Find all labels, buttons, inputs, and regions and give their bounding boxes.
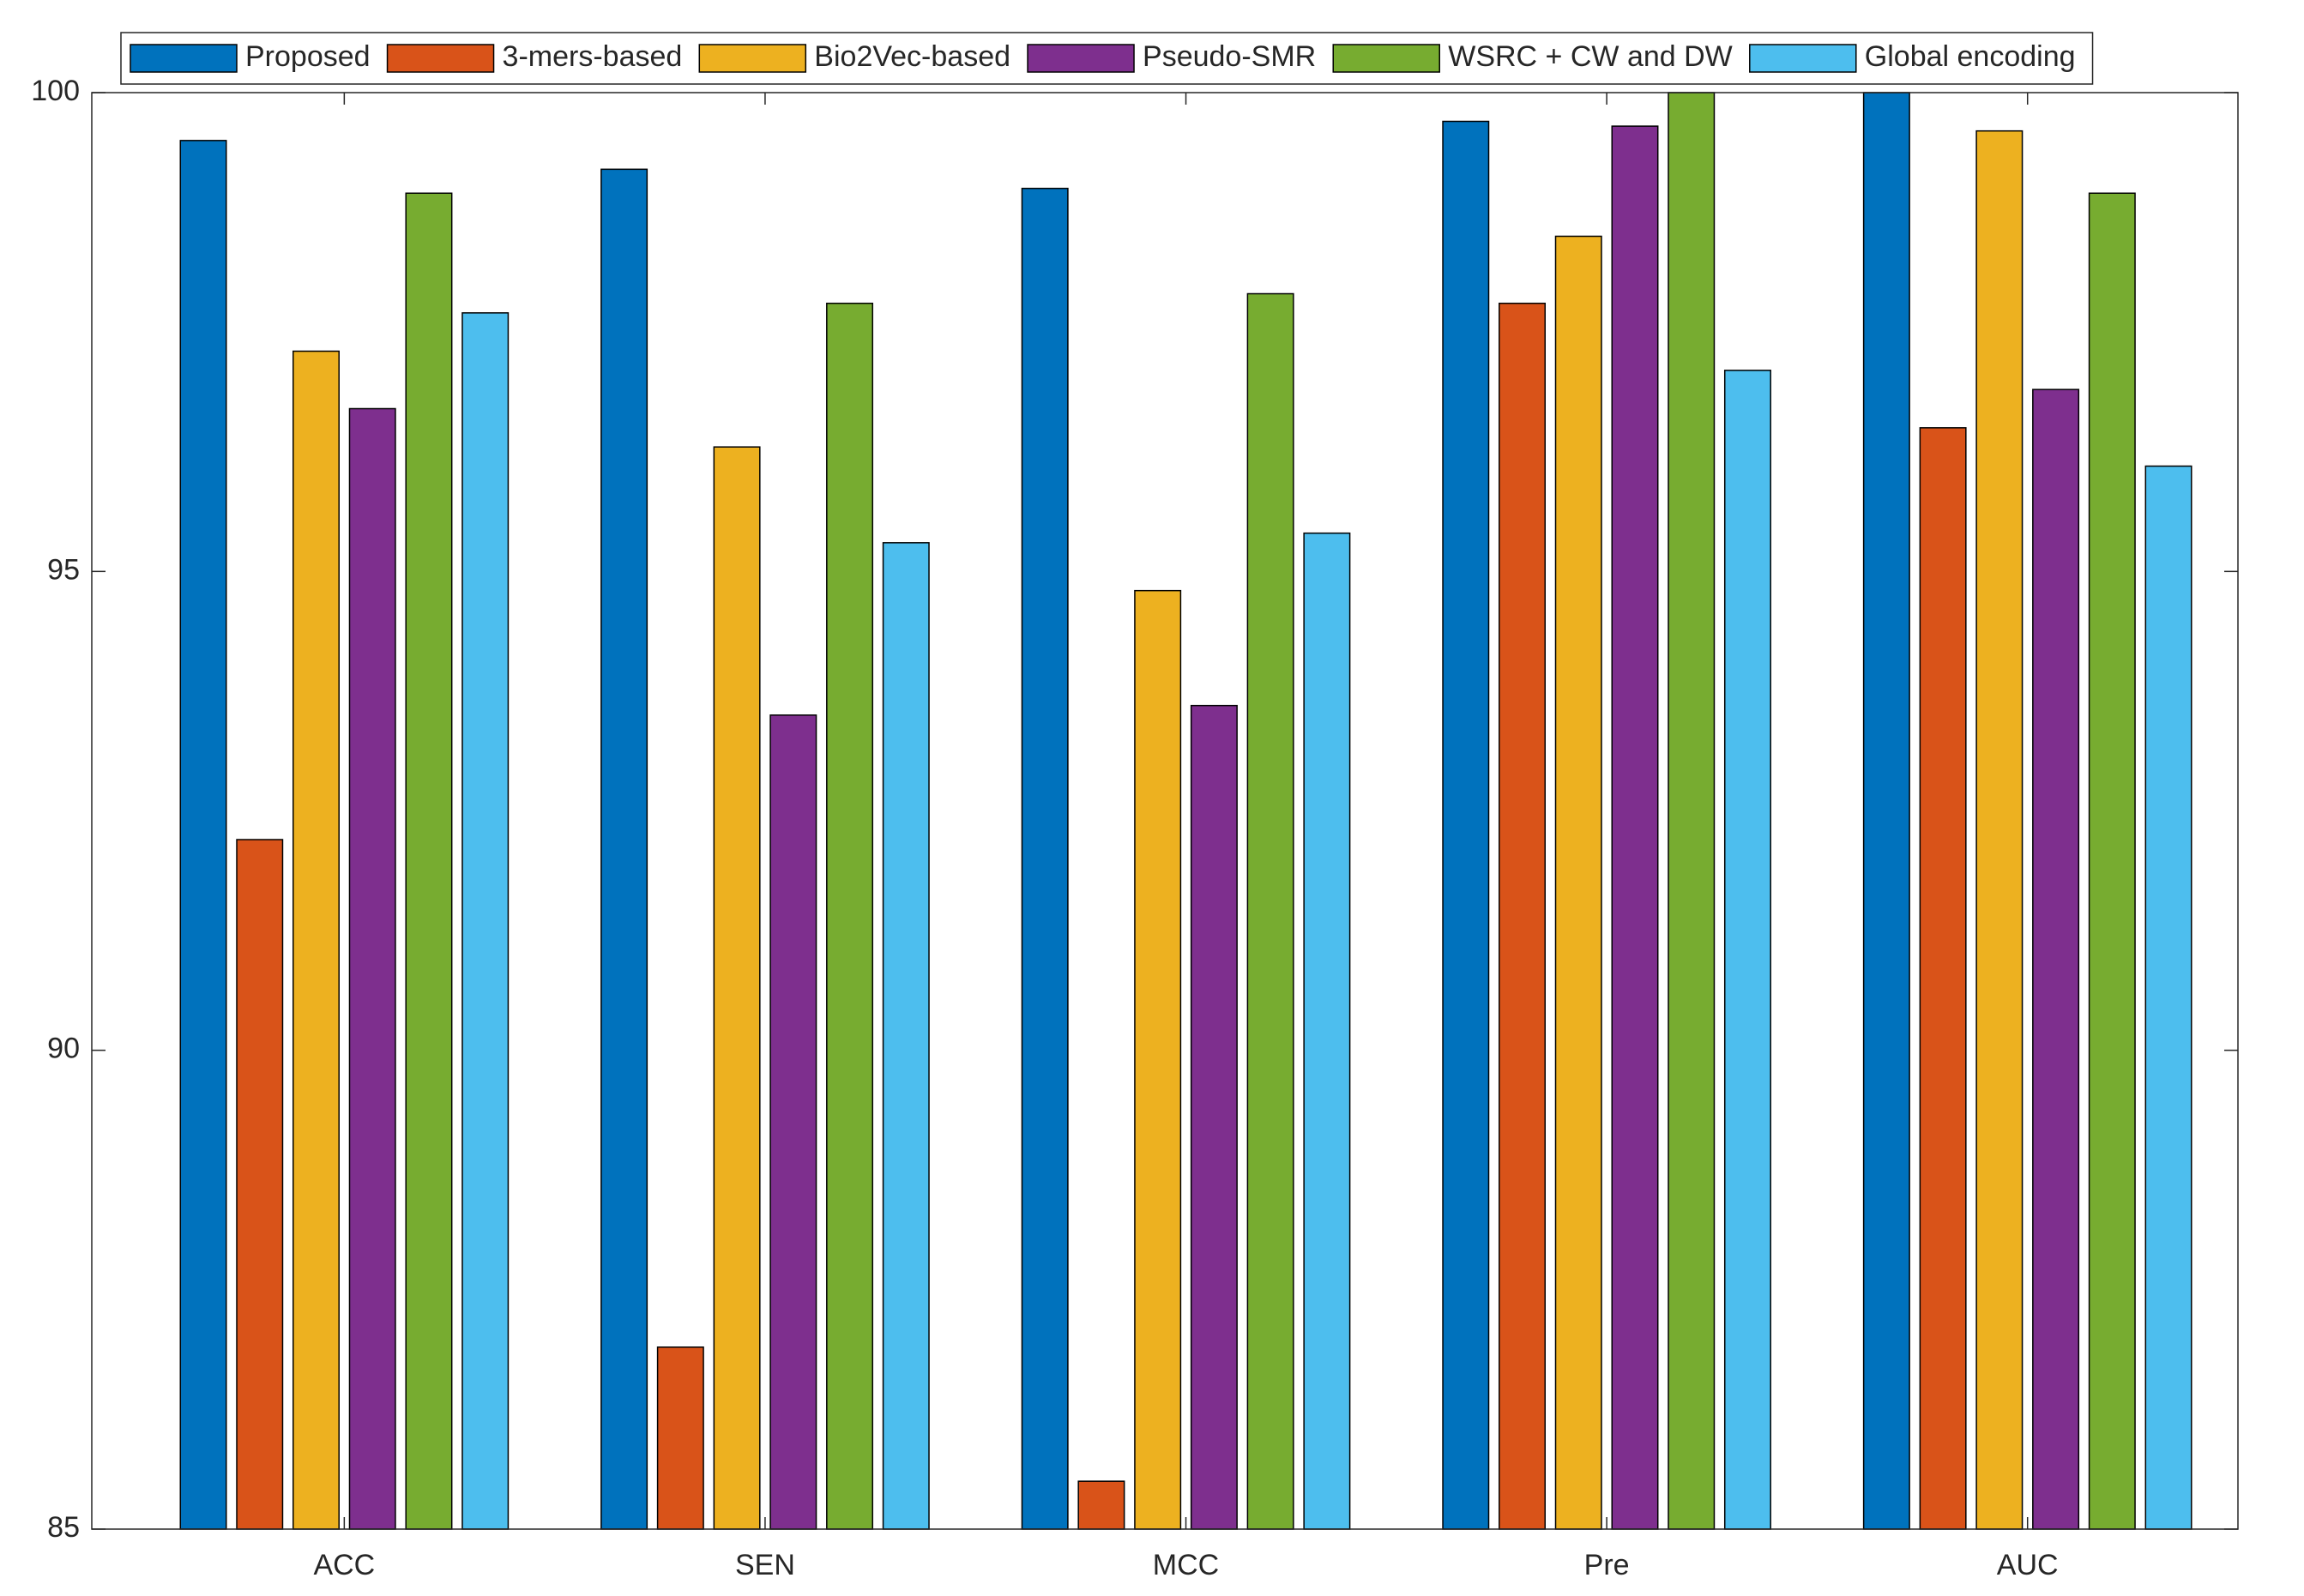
legend-swatch [1749,44,1857,73]
bar [2088,192,2136,1530]
bar [236,839,284,1530]
bar [713,446,761,1530]
bar [1021,187,1069,1530]
bar [1303,532,1351,1530]
bar [1723,370,1771,1530]
bar [1246,292,1294,1530]
bar [1975,129,2024,1530]
legend-swatch [130,44,238,73]
bar [348,407,396,1530]
bar [1862,92,1910,1530]
x-tick-label: AUC [1997,1549,2059,1581]
bar [1499,302,1546,1530]
bar [882,542,930,1530]
bar [1668,92,1716,1530]
legend-swatch [1027,44,1135,73]
bar [1554,235,1602,1530]
bar [769,714,817,1530]
x-tick-label: Pre [1584,1549,1630,1581]
y-tick-label: 100 [31,75,80,107]
y-tick-label: 90 [47,1033,80,1065]
bar [600,168,648,1530]
x-tick-label: ACC [313,1549,375,1581]
legend-label: Global encoding [1865,40,2076,73]
bar [1190,704,1238,1530]
legend-label: 3-mers-based [503,40,683,73]
bar [292,350,340,1530]
x-tick-label: SEN [735,1549,795,1581]
legend-label: WSRC + CW and DW [1448,40,1733,73]
legend-label: Pseudo-SMR [1143,40,1316,73]
bar [1442,120,1490,1530]
y-tick-label: 95 [47,553,80,586]
bar [405,192,453,1530]
legend-label: Bio2Vec-based [814,40,1010,73]
bar [179,140,227,1530]
bar [461,312,510,1530]
bar [2032,388,2080,1530]
bar [1134,589,1182,1530]
legend-swatch [386,44,495,73]
axes-frame [91,92,2239,1530]
bar [2144,465,2192,1530]
x-tick-label: MCC [1153,1549,1219,1581]
bar [656,1346,704,1530]
bar [826,302,874,1530]
legend-swatch [1332,44,1440,73]
bar [1611,125,1659,1530]
legend-label: Proposed [245,40,371,73]
legend-swatch [698,44,807,73]
bar [1919,427,1967,1530]
y-tick-label: 85 [47,1511,80,1544]
bar [1077,1480,1125,1530]
